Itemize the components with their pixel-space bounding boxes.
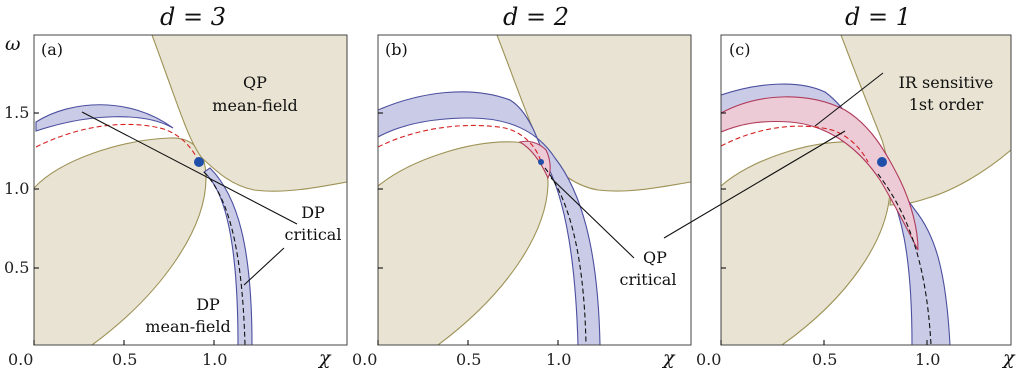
x-tick-b-1.0: 1.0 [546,350,571,369]
lower-beige-region-c [721,141,891,345]
x-tick-c-1.0: 1.0 [915,350,940,369]
leader-dp-critical-2 [243,247,285,286]
pink-band-c [721,96,919,251]
qp-mean-field-label-1: QP [243,73,267,92]
plot-frame-c [720,34,1012,346]
qp-critical-annotation: QP critical [550,72,884,289]
ir-sensitive-label-2: 1st order [909,95,984,114]
critical-point-b [538,159,544,165]
black-dashed-line-c [877,173,932,345]
y-tick-0.5: 0.5 [4,258,29,277]
x-tick-a-1.0: 1.0 [202,350,227,369]
red-dashed-line-c [721,125,869,163]
panel-b: d = 2 (b) 0.0 0.5 1.0 χ [352,3,692,369]
critical-point-a [194,157,204,167]
upper-beige-region-c [840,35,1011,206]
y-tick-1.0: 1.0 [4,179,29,198]
dp-critical-band-vertical-a [203,167,253,345]
x-tick-c-0.0: 0.0 [696,350,721,369]
x-tick-c-0.5: 0.5 [812,350,837,369]
x-axis-label-chi-c: χ [1001,347,1016,369]
leader-dp-critical-1 [81,111,298,225]
qp-critical-label-2: critical [620,270,677,289]
black-dashed-line-b [544,167,587,345]
x-tick-b-0.5: 0.5 [456,350,481,369]
plot-frame-b [377,34,692,346]
x-tick-b-0.0: 0.0 [352,350,377,369]
pink-band-b [518,140,551,180]
red-dashed-line-a [35,123,199,161]
panel-letter-a: (a) [41,40,63,59]
x-tick-a-0.5: 0.5 [112,350,137,369]
qp-critical-label-1: QP [643,248,667,267]
dp-critical-label-2: critical [285,225,342,244]
critical-point-c [877,157,887,167]
leader-ir-sensitive [814,72,884,127]
panel-b-title: d = 2 [503,3,569,31]
dp-mean-field-label-2: mean-field [145,317,230,336]
dp-mean-field-label-1: DP [196,295,220,314]
dp-critical-band-arc-a [35,104,174,132]
y-tick-1.5: 1.5 [4,103,29,122]
dp-mean-field-region-a [34,137,207,345]
x-axis-label-chi-b: χ [661,347,676,369]
red-dashed-line-b [378,124,542,163]
qp-mean-field-label-2: mean-field [212,96,297,115]
dp-critical-label-1: DP [301,203,325,222]
x-axis-label-chi-a: χ [317,347,332,369]
qp-mean-field-region-a [151,35,347,192]
x-tick-a-0.0: 0.0 [8,350,33,369]
panel-c-title: d = 1 [845,3,911,31]
y-axis-label-omega: ω [5,33,21,55]
panel-letter-b: (b) [385,40,408,59]
plot-frame-a [33,34,348,346]
black-dashed-line-a [203,171,246,345]
lower-beige-region-b [378,141,549,345]
panel-letter-c: (c) [729,40,750,59]
panel-c: d = 1 (c) 0.0 0.5 1.0 χ IR sensitive 1st… [696,3,1016,369]
leader-qp-critical-c [663,130,846,239]
panel-a: d = 3 [4,3,348,369]
panel-a-title: d = 3 [160,3,226,31]
leader-qp-critical-b [550,177,635,259]
ir-sensitive-label-1: IR sensitive [899,73,994,92]
